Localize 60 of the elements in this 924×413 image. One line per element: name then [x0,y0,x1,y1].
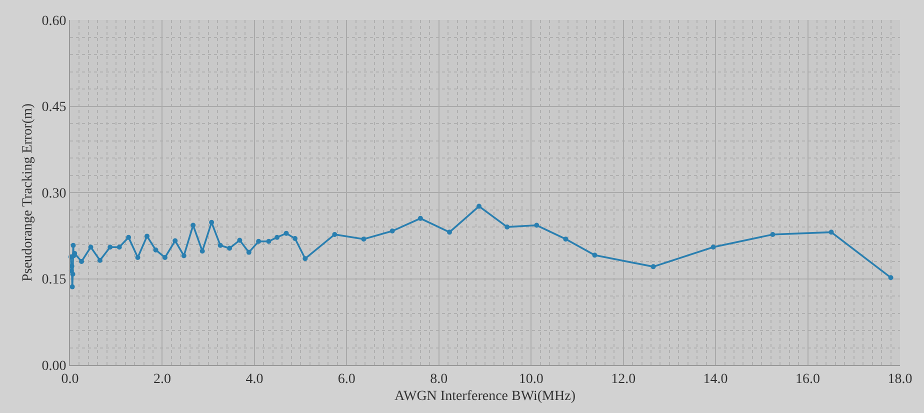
point [116,244,122,250]
point [504,224,510,230]
x-tick-label: 8.0 [430,372,448,387]
y-tick-label: 0.45 [42,100,66,116]
x-tick-label: 10.0 [518,372,544,387]
point [172,238,178,244]
point [476,204,482,209]
point [209,220,214,225]
point [266,238,272,244]
point [284,230,289,236]
point [70,284,75,290]
point [227,246,232,251]
point [79,259,84,264]
point [563,236,568,242]
y-axis-title: Pseudorange Tracking Error(m) [20,103,36,282]
point [144,234,150,239]
point [650,264,656,270]
point [70,272,76,277]
point [70,242,76,248]
point [126,234,132,240]
y-tick-label: 0.00 [42,358,66,374]
point [181,253,186,258]
point [292,236,298,241]
point [534,222,540,228]
point [332,232,338,237]
x-tick-label: 2.0 [153,372,171,387]
point [237,238,242,243]
point [274,234,280,240]
y-tick-label: 0.30 [42,186,66,202]
point [770,232,776,237]
x-tick-label: 4.0 [246,372,264,387]
x-tick-label: 14.0 [703,372,728,387]
y-tick-label: 0.60 [42,14,66,29]
point [200,248,205,254]
point [446,230,452,235]
point [592,252,598,258]
x-tick-label: 6.0 [338,372,356,387]
point [710,244,716,250]
point [418,216,423,221]
point [246,250,252,255]
point [135,254,140,260]
point [888,275,894,280]
point [190,222,196,228]
point [256,238,262,244]
x-tick-label: 18.0 [888,372,912,387]
point [302,256,308,262]
point [828,230,834,235]
point [88,244,94,250]
point [108,244,113,250]
point [153,248,158,252]
x-axis-title: AWGN Interference BWi(MHz) [394,389,576,404]
x-tick-label: 12.0 [611,372,636,387]
point [361,236,366,242]
y-tick-label: 0.15 [42,272,66,288]
point [162,254,168,260]
point [218,242,223,248]
point [97,258,102,263]
point [390,228,395,234]
x-tick-label: 16.0 [796,372,820,387]
x-tick-label: 0.0 [61,372,79,387]
